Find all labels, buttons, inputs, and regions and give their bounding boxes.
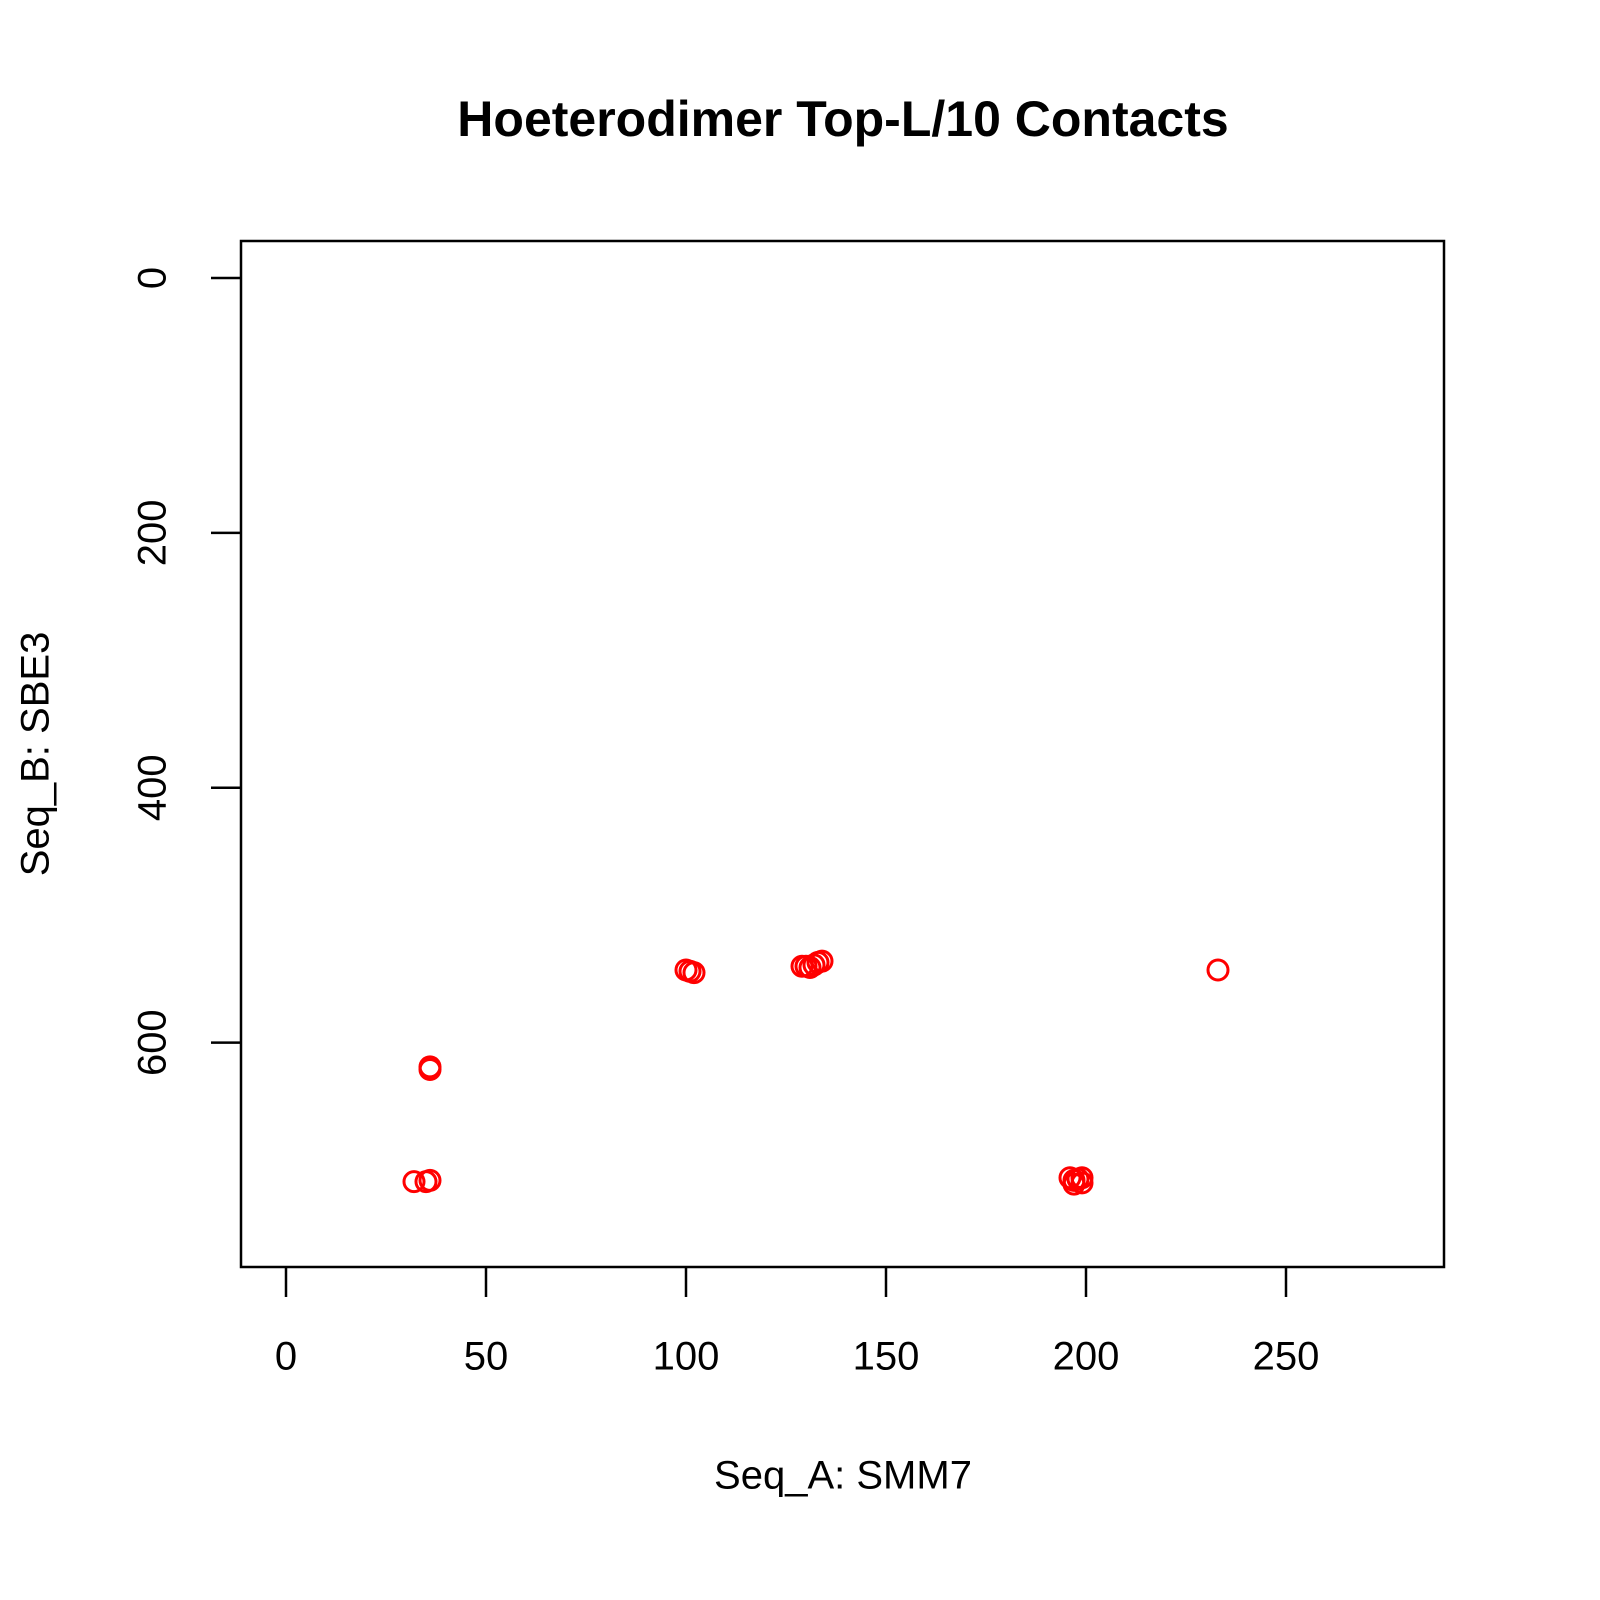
- point: [418, 1168, 442, 1192]
- point: [418, 1057, 442, 1081]
- point: [1062, 1172, 1086, 1196]
- x-tick-label: 50: [464, 1335, 509, 1379]
- x-tick-label: 100: [653, 1335, 720, 1379]
- y-axis-label: Seq_B: SBE3: [14, 632, 58, 877]
- y-tick-label: 600: [131, 1009, 175, 1076]
- y-tick-label: 0: [131, 267, 175, 289]
- point: [810, 949, 834, 973]
- point: [1206, 958, 1230, 982]
- point: [682, 961, 706, 985]
- plot-frame: [239, 239, 1446, 1269]
- x-tick-label: 0: [275, 1335, 297, 1379]
- point: [402, 1170, 426, 1194]
- x-tick-label: 250: [1253, 1335, 1320, 1379]
- x-tick-label: 200: [1053, 1335, 1120, 1379]
- point: [1070, 1171, 1094, 1195]
- x-axis-label: Seq_A: SMM7: [714, 1454, 972, 1498]
- y-tick-label: 400: [131, 754, 175, 821]
- chart-title: Hoeterodimer Top-L/10 Contacts: [457, 91, 1228, 147]
- y-tick-label: 200: [131, 499, 175, 566]
- x-tick-label: 150: [853, 1335, 920, 1379]
